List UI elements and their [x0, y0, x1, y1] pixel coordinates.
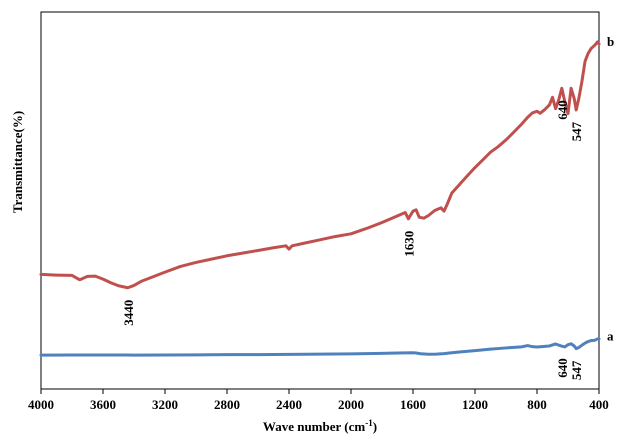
peak-label-a-547: 547 — [569, 360, 584, 380]
peak-label-b-3440: 3440 — [121, 300, 136, 326]
x-tick-label-3200: 3200 — [152, 397, 178, 412]
x-tick-label-2000: 2000 — [338, 397, 364, 412]
series-label-b: b — [607, 34, 614, 49]
x-axis-ticks: 4000 3600 3200 2800 2400 2000 1600 1200 800 400 — [28, 389, 609, 412]
x-tick-label-400: 400 — [589, 397, 609, 412]
peak-label-b-640: 640 — [555, 100, 570, 120]
x-axis-label-sup: -1 — [365, 418, 373, 428]
series-line-a — [39, 337, 601, 357]
x-tick-label-1600: 1600 — [400, 397, 426, 412]
x-axis-label: Wave number (cm-1) — [263, 418, 377, 434]
series-line-b — [39, 40, 601, 290]
x-tick-label-3600: 3600 — [90, 397, 116, 412]
y-axis-label: Transmittance(%) — [10, 111, 25, 213]
x-tick-label-2400: 2400 — [276, 397, 302, 412]
x-tick-label-800: 800 — [527, 397, 547, 412]
x-tick-label-2800: 2800 — [214, 397, 240, 412]
peak-label-b-547: 547 — [569, 121, 584, 141]
peak-label-a-640: 640 — [555, 358, 570, 378]
peak-label-b-1630: 1630 — [401, 231, 416, 257]
x-tick-label-4000: 4000 — [28, 397, 54, 412]
x-tick-label-1200: 1200 — [462, 397, 488, 412]
x-axis-label-main: Wave number (cm — [263, 419, 365, 434]
plot-frame — [40, 11, 600, 390]
series-layer — [39, 40, 601, 357]
series-label-a: a — [607, 329, 614, 344]
x-axis-label-suffix: ) — [373, 419, 377, 434]
